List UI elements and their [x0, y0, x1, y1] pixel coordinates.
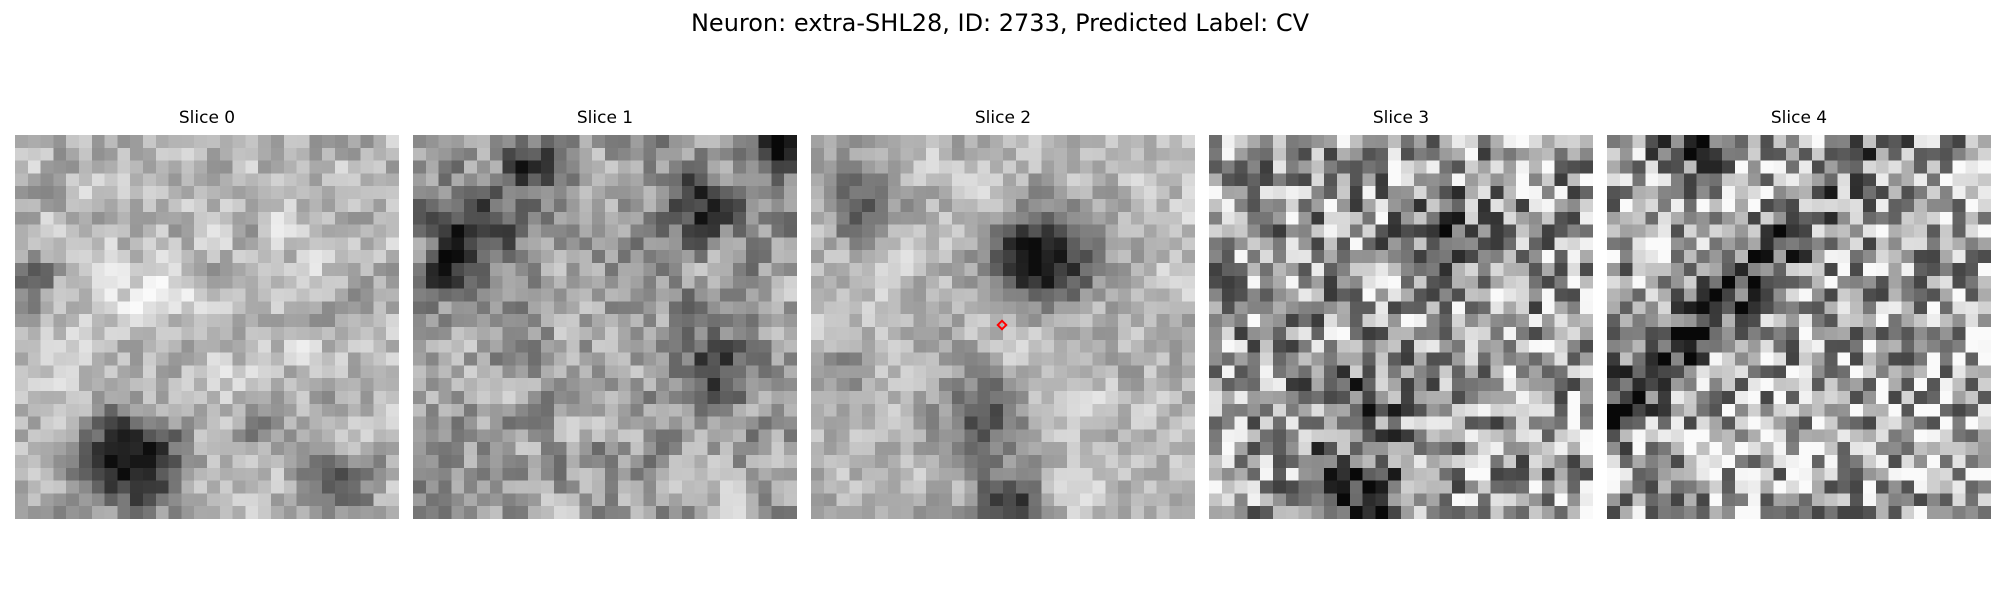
slice-image-2: [811, 135, 1195, 519]
slice-panel-2: Slice 2: [811, 107, 1195, 519]
slice-title-3: Slice 3: [1372, 108, 1430, 128]
figure-title: Neuron: extra-SHL28, ID: 2733, Predicted…: [690, 9, 1310, 37]
slice-title-2: Slice 2: [974, 108, 1032, 128]
slice-image-4: [1607, 135, 1991, 519]
slice-panel-0: Slice 0: [15, 107, 399, 519]
slice-panel-4: Slice 4: [1607, 107, 1991, 519]
slice-panel-1: Slice 1: [413, 107, 797, 519]
slice-title-4: Slice 4: [1770, 108, 1828, 128]
slice-title-1: Slice 1: [576, 108, 634, 128]
slice-image-3: [1209, 135, 1593, 519]
slice-title-0: Slice 0: [178, 108, 236, 128]
slice-image-0: [15, 135, 399, 519]
slice-image-1: [413, 135, 797, 519]
slice-panel-3: Slice 3: [1209, 107, 1593, 519]
